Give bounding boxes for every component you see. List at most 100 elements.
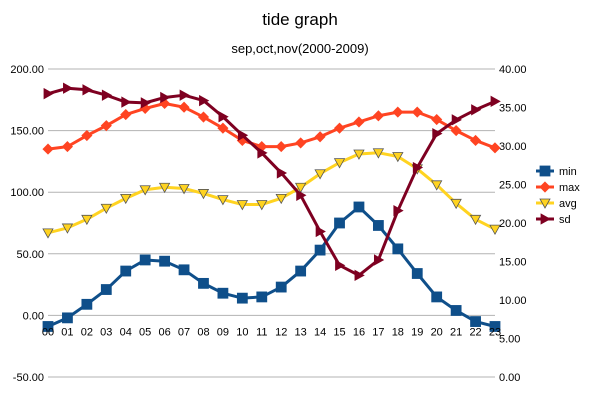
point-max xyxy=(120,109,132,121)
point-min xyxy=(178,264,190,276)
legend-marker-max xyxy=(539,181,551,193)
x-tick-label: 12 xyxy=(275,326,287,338)
point-min xyxy=(236,292,248,304)
point-avg xyxy=(372,148,385,159)
point-sd xyxy=(276,167,288,179)
legend-marker-min xyxy=(539,165,551,177)
grid-lines xyxy=(48,68,495,378)
point-min xyxy=(139,254,151,266)
point-avg xyxy=(256,200,268,211)
point-min xyxy=(198,277,209,289)
point-min xyxy=(411,268,423,279)
point-sd xyxy=(199,94,210,107)
left-tick-label: -50.00 xyxy=(13,372,44,384)
x-tick-label: 13 xyxy=(295,326,307,338)
point-min xyxy=(275,281,287,293)
point-avg xyxy=(431,180,443,191)
point-sd xyxy=(121,96,132,108)
point-max xyxy=(411,106,423,118)
point-avg xyxy=(81,214,93,226)
x-tick-label: 20 xyxy=(431,326,443,338)
point-min xyxy=(159,255,171,267)
right-tick-label: 10.00 xyxy=(499,295,527,307)
point-max xyxy=(81,129,93,142)
point-avg xyxy=(139,185,151,196)
point-max xyxy=(42,143,54,155)
point-max xyxy=(217,122,229,134)
x-axis-ticks: 00 01 02 03 04 05 06 07 08 09 10 11 12 13 14 15 16 17 18 19… xyxy=(42,326,501,338)
x-tick-label: 19 xyxy=(411,326,423,338)
point-avg xyxy=(353,149,365,160)
right-tick-label: 40.00 xyxy=(499,64,527,76)
point-max xyxy=(392,106,404,118)
x-tick-label: 06 xyxy=(158,326,170,338)
point-max xyxy=(353,116,365,128)
point-sd xyxy=(140,97,151,109)
x-tick-label: 17 xyxy=(372,326,384,338)
point-min xyxy=(470,316,481,327)
x-tick-label: 05 xyxy=(139,326,151,338)
point-avg xyxy=(469,214,482,226)
x-tick-label: 21 xyxy=(450,326,462,338)
series-line-max xyxy=(47,101,496,151)
left-tick-label: 100.00 xyxy=(10,187,44,199)
point-sd xyxy=(412,161,424,174)
left-tick-label: 50.00 xyxy=(16,249,44,261)
point-sd xyxy=(160,91,171,104)
x-tick-label: 18 xyxy=(392,326,404,338)
point-max xyxy=(295,137,307,149)
chart-subtitle: sep,oct,nov(2000-2009) xyxy=(231,41,368,56)
point-sd xyxy=(63,82,74,94)
point-sd xyxy=(179,89,190,101)
point-sd xyxy=(373,254,385,266)
x-tick-label: 22 xyxy=(469,326,481,338)
point-min xyxy=(295,265,307,277)
point-max xyxy=(372,110,384,122)
point-max xyxy=(314,131,326,143)
x-tick-label: 07 xyxy=(178,326,190,338)
x-tick-label: 16 xyxy=(353,326,365,338)
point-avg xyxy=(489,224,501,235)
legend-label-avg: avg xyxy=(559,198,577,210)
point-max xyxy=(431,113,443,126)
point-min xyxy=(431,291,443,303)
right-axis-ticks: 0.00 5.00 10.00 15.00 20.00 25.00 30.00 35.00 40… xyxy=(499,64,527,384)
point-sd xyxy=(354,269,365,282)
point-sd xyxy=(296,189,307,201)
point-sd xyxy=(237,129,249,141)
point-sd xyxy=(393,205,404,217)
point-sd xyxy=(43,87,54,100)
point-min xyxy=(314,244,326,256)
point-min xyxy=(42,321,54,332)
point-avg xyxy=(333,158,346,169)
point-max xyxy=(61,141,74,153)
point-sd xyxy=(257,147,268,159)
x-tick-label: 11 xyxy=(256,326,267,338)
series-line-min xyxy=(47,205,496,328)
left-tick-label: 150.00 xyxy=(10,126,44,138)
point-sd xyxy=(471,104,482,116)
x-tick-label: 03 xyxy=(100,326,112,338)
point-sd xyxy=(451,114,462,126)
right-tick-label: 20.00 xyxy=(499,218,527,230)
point-min xyxy=(489,321,501,332)
x-tick-label: 04 xyxy=(120,326,132,338)
left-tick-label: 0.00 xyxy=(23,310,44,322)
x-tick-label: 23 xyxy=(489,326,501,338)
point-min xyxy=(81,298,93,310)
point-sd xyxy=(101,89,113,101)
point-min xyxy=(100,284,112,295)
right-tick-label: 15.00 xyxy=(499,257,527,269)
point-sd xyxy=(490,95,501,108)
right-tick-label: 0.00 xyxy=(499,372,520,384)
point-avg xyxy=(314,169,326,180)
point-max xyxy=(469,134,482,147)
point-avg xyxy=(275,193,287,205)
legend-label-min: min xyxy=(559,166,577,178)
point-avg xyxy=(236,200,249,211)
right-tick-label: 30.00 xyxy=(499,141,527,153)
point-avg xyxy=(120,193,132,205)
point-max xyxy=(100,120,112,132)
point-sd xyxy=(315,225,326,238)
